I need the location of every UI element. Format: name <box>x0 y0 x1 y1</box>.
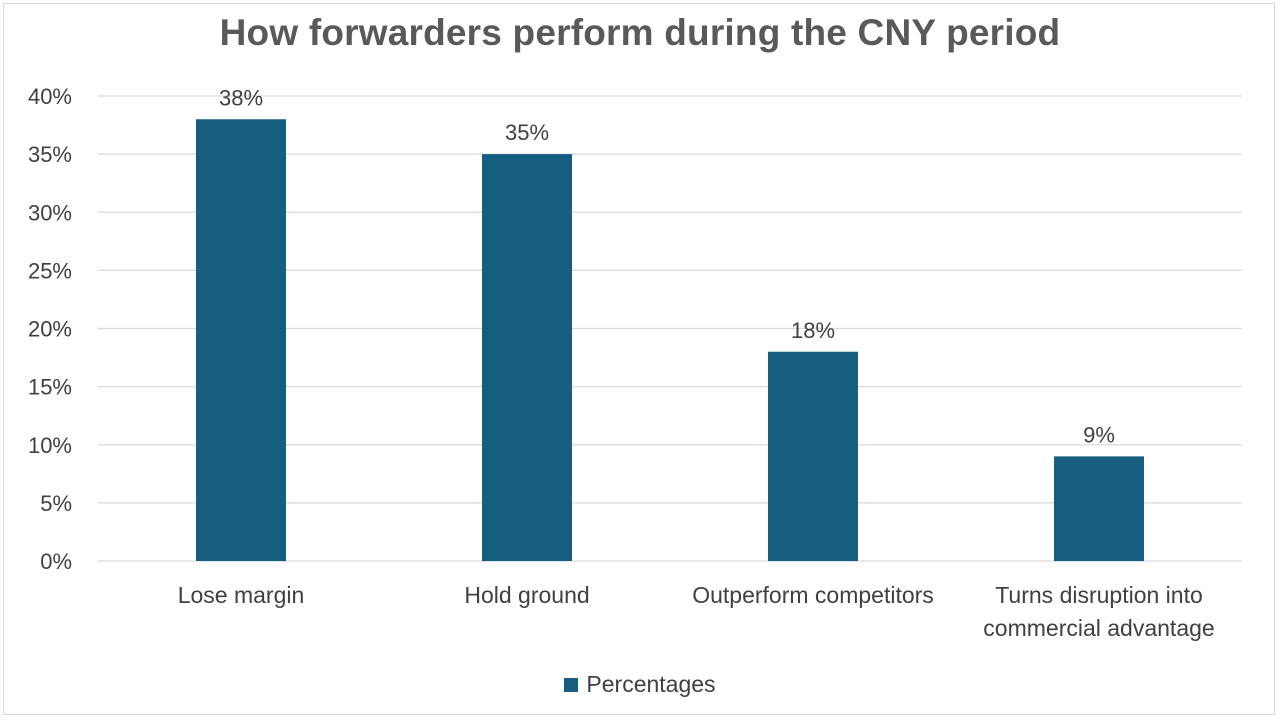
bar <box>1054 456 1144 561</box>
y-tick-label: 35% <box>28 142 72 167</box>
data-labels: 38% 35% 18% 9% <box>219 85 1115 447</box>
chart-frame <box>3 3 1275 715</box>
bars <box>196 119 1144 561</box>
legend: Percentages <box>0 671 1280 698</box>
bar <box>196 119 286 561</box>
data-label: 38% <box>219 85 263 110</box>
y-tick-label: 30% <box>28 200 72 225</box>
data-label: 18% <box>791 318 835 343</box>
x-axis-tick-labels: Lose margin Hold ground Outperform competi… <box>178 582 1215 641</box>
legend-label: Percentages <box>586 671 716 697</box>
x-tick-label: Turns disruption into <box>995 582 1203 608</box>
y-tick-label: 20% <box>28 317 72 342</box>
y-tick-label: 25% <box>28 258 72 283</box>
x-tick-label: commercial advantage <box>983 615 1214 641</box>
y-tick-label: 0% <box>40 549 72 574</box>
bar <box>768 351 858 561</box>
y-tick-label: 10% <box>28 433 72 458</box>
data-label: 35% <box>505 120 549 145</box>
gridlines <box>98 95 1242 562</box>
x-tick-label: Lose margin <box>178 582 305 608</box>
data-label: 9% <box>1083 422 1115 447</box>
x-tick-label: Outperform competitors <box>692 582 934 608</box>
bar <box>482 154 572 561</box>
y-tick-label: 40% <box>28 84 72 109</box>
y-tick-label: 5% <box>40 491 72 516</box>
legend-swatch-icon <box>564 677 579 692</box>
chart-title: How forwarders perform during the CNY pe… <box>219 12 1061 53</box>
y-axis-tick-labels: 0% 5% 10% 15% 20% 25% 30% 35% 40% <box>28 84 72 574</box>
y-tick-label: 15% <box>28 375 72 400</box>
x-tick-label: Hold ground <box>464 582 589 608</box>
